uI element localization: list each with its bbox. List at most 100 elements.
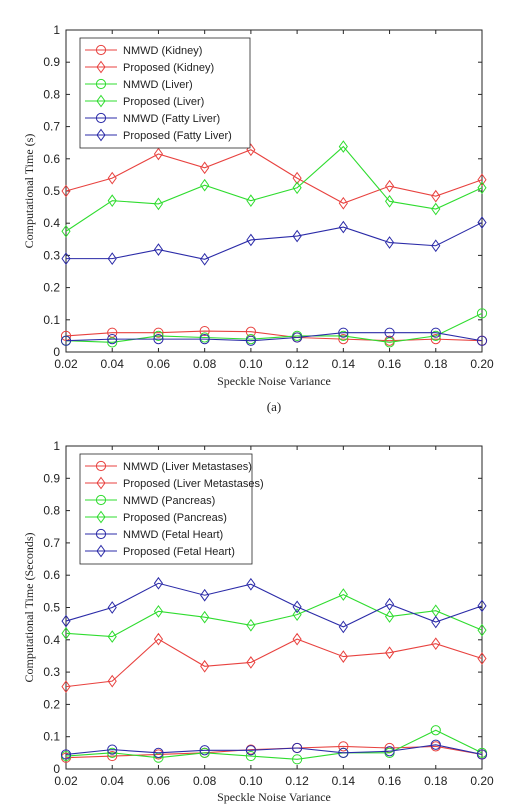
circle-point: [476, 335, 488, 346]
series-2: [61, 143, 487, 210]
y-tick-label: 0.1: [43, 313, 60, 327]
diamond-point: [153, 605, 164, 618]
x-tick-label: 0.10: [239, 774, 263, 788]
diamond-point: [61, 626, 71, 640]
y-tick-label: 0.2: [43, 697, 60, 711]
diamond-point: [384, 236, 395, 249]
series-5: [60, 327, 488, 346]
circle-point: [338, 334, 349, 345]
legend-label: NMWD (Liver): [123, 79, 193, 91]
x-tick-label: 0.20: [470, 357, 494, 371]
legend-marker: [96, 94, 106, 108]
legend-label: NMWD (Pancreas): [123, 495, 215, 507]
diamond-point: [153, 243, 164, 256]
circle-point: [338, 330, 349, 341]
x-tick-label: 0.14: [332, 774, 356, 788]
diamond-point: [107, 171, 117, 185]
legend-marker: [95, 460, 107, 472]
legend-label: Proposed (Kidney): [123, 62, 214, 74]
circle-point: [384, 327, 395, 338]
x-axis-label: Speckle Noise Variance: [217, 374, 331, 388]
diamond-point: [338, 140, 348, 153]
y-tick-label: 0.6: [43, 568, 60, 582]
circle-point: [153, 327, 164, 338]
legend-label: Proposed (Liver): [123, 96, 204, 108]
diamond-point: [200, 161, 210, 175]
circle-point: [338, 747, 349, 758]
legend-entry: Proposed (Pancreas): [85, 510, 227, 524]
circle-point: [107, 750, 118, 762]
diamond-point: [107, 674, 117, 688]
circle-point: [338, 327, 349, 338]
legend-marker: [95, 494, 107, 506]
diamond-point: [431, 637, 441, 651]
series-line: [66, 222, 483, 260]
y-tick-label: 1: [53, 439, 60, 453]
legend-marker: [96, 544, 106, 558]
legend-box: [79, 453, 253, 565]
diamond-point: [292, 608, 302, 621]
circle-point: [107, 337, 118, 348]
diamond-point: [431, 189, 441, 203]
circle-point: [430, 327, 441, 338]
circle-point: [476, 308, 488, 319]
chart-1: 0.02 0.04 0.06 0.08 0.10 0.12 0.14 0.16 0.18 0.20…: [22, 23, 494, 414]
legend-marker: [95, 112, 107, 124]
diamond-point: [431, 615, 441, 629]
circle-point: [107, 744, 118, 755]
diamond-point: [61, 680, 71, 693]
diamond-point: [200, 178, 210, 192]
diamond-point: [338, 620, 348, 634]
y-tick-label: 0: [53, 345, 60, 359]
x-tick-label: 0.04: [101, 357, 125, 371]
diamond-point: [153, 147, 164, 161]
circle-point: [199, 334, 210, 345]
diamond-point: [200, 588, 210, 602]
diamond-point: [477, 173, 487, 187]
y-tick-label: 0.1: [43, 730, 60, 744]
series-5: [60, 739, 488, 760]
legend-marker: [95, 528, 107, 540]
series-line: [65, 332, 483, 342]
diamond-point: [477, 181, 487, 195]
series-line: [65, 145, 483, 232]
x-tick-label: 0.12: [285, 357, 309, 371]
x-tick-label: 0.10: [239, 357, 263, 371]
circle-point: [107, 747, 118, 758]
diamond-point: [338, 196, 348, 210]
circle-point: [245, 745, 256, 756]
y-axis-label: Computational Time (Seconds): [22, 532, 36, 682]
y-tick-label: 0.2: [43, 281, 60, 295]
diamond-point: [107, 601, 117, 614]
y-tick-label: 0.8: [43, 87, 60, 101]
circle-point: [60, 749, 72, 760]
legend-entry: NMWD (Pancreas): [85, 494, 215, 507]
circle-point: [153, 330, 164, 341]
diamond-point: [384, 194, 395, 208]
legend-marker: [96, 476, 106, 490]
diamond-point: [384, 597, 395, 611]
circle-point: [476, 749, 488, 760]
circle-point: [292, 332, 303, 343]
legend-entry: NMWD (Fetal Heart): [85, 528, 223, 541]
y-tick-label: 0.7: [43, 536, 60, 550]
diamond-point: [477, 216, 487, 229]
legend-entry: Proposed (Fetal Heart): [85, 544, 235, 558]
legend-entry: NMWD (Liver): [85, 78, 193, 91]
circle-point: [292, 742, 303, 754]
series-6: [61, 576, 487, 634]
y-tick-label: 0.9: [43, 55, 60, 69]
diamond-point: [246, 656, 256, 669]
legend-marker: [95, 78, 107, 90]
legend-entry: NMWD (Kidney): [85, 44, 202, 57]
legend-entry: NMWD (Liver Metastases): [85, 460, 252, 473]
diamond-point: [61, 184, 71, 198]
legend-label: NMWD (Fetal Heart): [123, 529, 223, 541]
legend: NMWD (Liver Metastases) Proposed (Liver M…: [79, 453, 264, 565]
diamond-point: [292, 181, 302, 195]
circle-point: [384, 746, 395, 757]
legend-label: Proposed (Fetal Heart): [123, 546, 235, 558]
diamond-point: [153, 576, 164, 590]
y-tick-label: 0.6: [43, 152, 60, 166]
